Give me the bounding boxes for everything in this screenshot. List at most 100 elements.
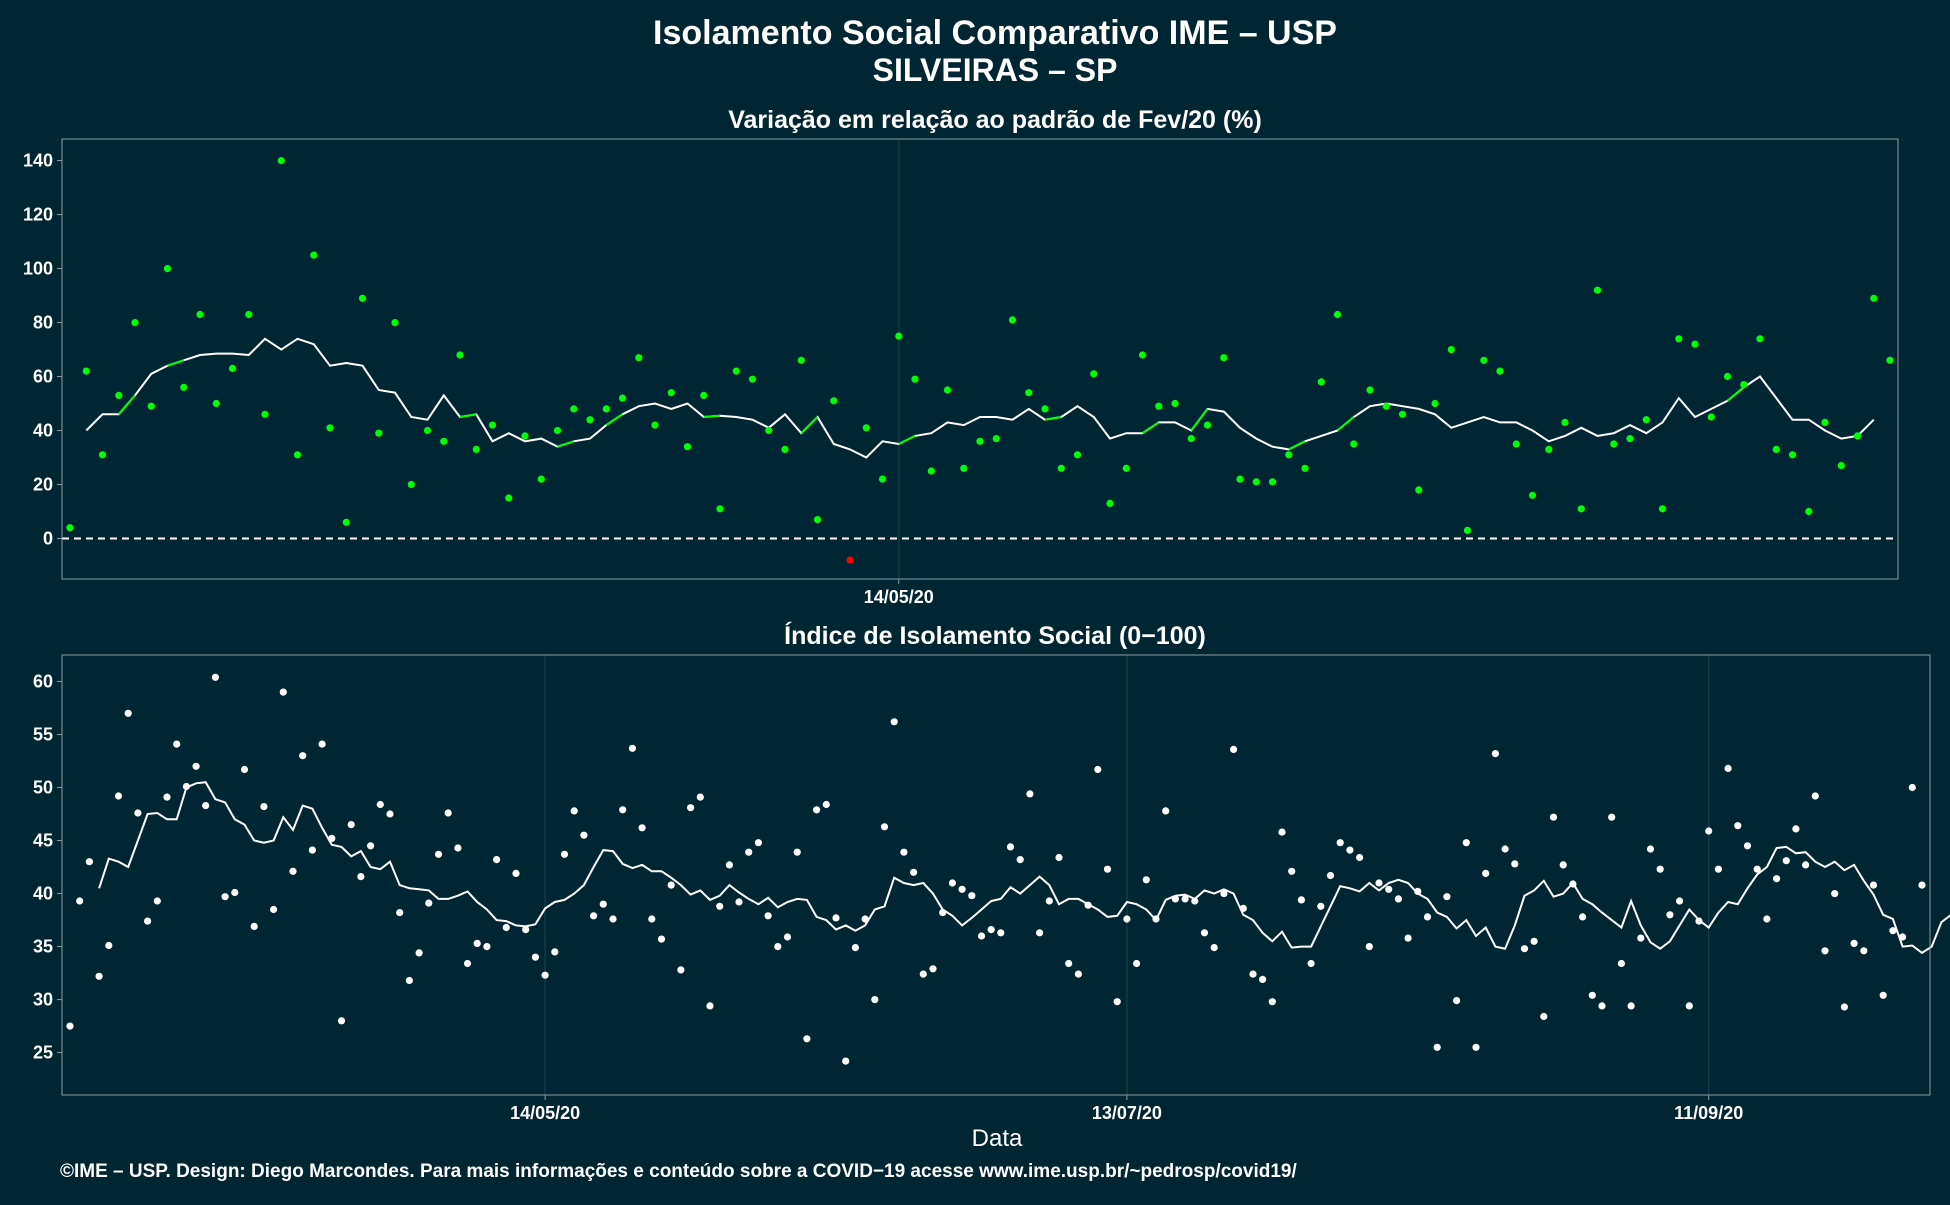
data-point [1840,1003,1848,1011]
data-point [1482,869,1490,878]
data-point [1763,915,1771,923]
data-point [1792,825,1800,833]
data-point [1545,445,1553,453]
data-point [1181,895,1189,903]
data-point [502,923,510,932]
data-point [586,416,594,424]
data-point [289,867,297,875]
panel1-title: Variação em relação ao padrão de Fev/20 … [728,106,1262,134]
data-point [919,970,927,978]
main-title-line2: SILVEIRAS – SP [873,52,1118,88]
data-point [202,802,210,810]
data-point [279,688,287,696]
data-point [895,332,903,340]
data-point [1501,845,1509,853]
data-point [299,752,307,760]
y-tick-label: 140 [23,151,53,171]
data-point [407,480,415,489]
data-point [293,451,302,459]
data-point [878,475,887,483]
data-point [1705,827,1713,835]
data-point [880,823,889,831]
data-point [1610,440,1618,448]
data-point [1540,1012,1548,1021]
y-tick-label: 60 [33,672,53,692]
data-point [472,445,480,453]
data-point [1626,435,1634,443]
data-point [1695,917,1703,925]
data-point [1055,853,1063,862]
data-point [1385,885,1393,893]
data-point [1220,354,1228,362]
moving-average-highlight-segment [800,416,819,434]
data-point [781,445,789,453]
y-tick-label: 80 [33,313,53,333]
data-point [677,966,685,974]
data-point [440,437,448,445]
data-point [732,367,740,375]
data-point [700,391,708,399]
data-point [182,782,190,791]
data-point [82,367,90,375]
data-point [115,391,123,399]
data-point [1773,875,1781,883]
data-point [1480,356,1488,364]
data-point [851,944,860,952]
data-point [1278,828,1286,836]
data-point [1756,335,1764,343]
data-point [890,718,898,726]
data-point [1415,486,1423,494]
data-point [842,1057,850,1065]
data-point [1714,865,1722,873]
data-point [180,383,188,391]
data-point [764,912,772,920]
data-point [1152,915,1160,923]
data-point [1723,372,1732,381]
data-point [765,426,773,435]
data-point [1569,880,1577,888]
moving-average-highlight-segment [167,359,185,367]
data-point [144,917,152,925]
data-point [748,375,757,383]
data-point [911,375,919,383]
data-point [1268,478,1277,486]
data-point [1447,346,1455,354]
data-point [1453,997,1461,1005]
data-point [861,915,869,923]
data-point [813,516,822,524]
data-point [551,948,559,956]
data-point [1491,750,1499,758]
data-point [638,824,646,832]
data-point [553,426,562,435]
data-point [396,909,404,917]
data-point [1691,340,1699,348]
data-point [745,848,753,856]
data-point [1065,959,1073,968]
data-point [1433,1043,1441,1051]
data-point [657,935,666,943]
data-point [261,410,269,418]
data-point [1860,947,1868,955]
data-point [1346,846,1354,854]
data-point [1008,316,1017,324]
data-point [488,421,497,429]
data-point [1333,310,1342,319]
data-point [1740,381,1748,389]
data-point [1642,416,1650,424]
data-point [1831,890,1839,898]
data-point [134,809,142,817]
data-point [1090,370,1098,378]
data-point [609,915,617,923]
data-point [716,902,724,910]
x-tick-label: 13/07/20 [1092,1103,1162,1123]
data-point [531,953,540,961]
data-point [521,432,529,440]
data-point [505,494,513,502]
data-point [537,475,545,483]
data-point [948,879,957,887]
data-point [803,1035,811,1043]
